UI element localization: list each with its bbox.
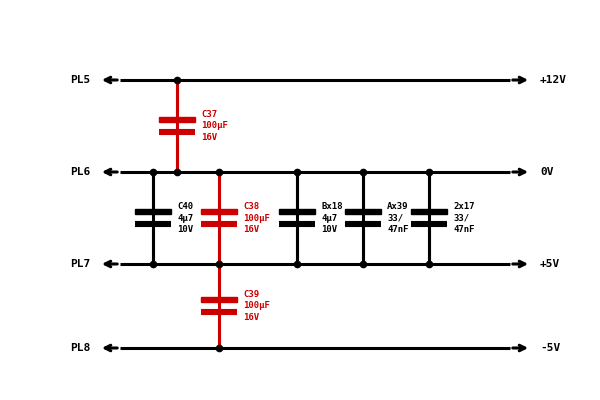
Text: 100μF: 100μF [201, 122, 228, 130]
Text: 4μ7: 4μ7 [177, 214, 193, 222]
Bar [411, 209, 447, 214]
Text: 2x17: 2x17 [453, 202, 475, 211]
Text: +5V: +5V [540, 259, 560, 269]
Bar [279, 209, 315, 214]
Text: 47nF: 47nF [453, 225, 475, 234]
Text: Ax39: Ax39 [387, 202, 409, 211]
Bar [135, 209, 171, 214]
Text: 33/: 33/ [453, 214, 469, 222]
Text: 10V: 10V [321, 225, 337, 234]
Text: 100μF: 100μF [243, 302, 270, 310]
Text: C39: C39 [243, 290, 259, 299]
Text: 100μF: 100μF [243, 214, 270, 222]
Text: 16V: 16V [243, 225, 259, 234]
Text: +12V: +12V [540, 75, 567, 85]
Bar [159, 117, 195, 122]
Text: 16V: 16V [243, 313, 259, 322]
Text: PL6: PL6 [70, 167, 90, 177]
Text: 0V: 0V [540, 167, 554, 177]
Text: C38: C38 [243, 202, 259, 211]
Bar [345, 209, 381, 214]
Text: 10V: 10V [177, 225, 193, 234]
Bar [201, 297, 237, 302]
Text: 4μ7: 4μ7 [321, 214, 337, 222]
Text: 33/: 33/ [387, 214, 403, 222]
Text: C40: C40 [177, 202, 193, 211]
Text: 47nF: 47nF [387, 225, 409, 234]
Text: 16V: 16V [201, 133, 217, 142]
Text: C37: C37 [201, 110, 217, 119]
Bar [201, 209, 237, 214]
Text: PL7: PL7 [70, 259, 90, 269]
Text: -5V: -5V [540, 343, 560, 353]
Text: PL8: PL8 [70, 343, 90, 353]
Text: PL5: PL5 [70, 75, 90, 85]
Text: Bx18: Bx18 [321, 202, 343, 211]
